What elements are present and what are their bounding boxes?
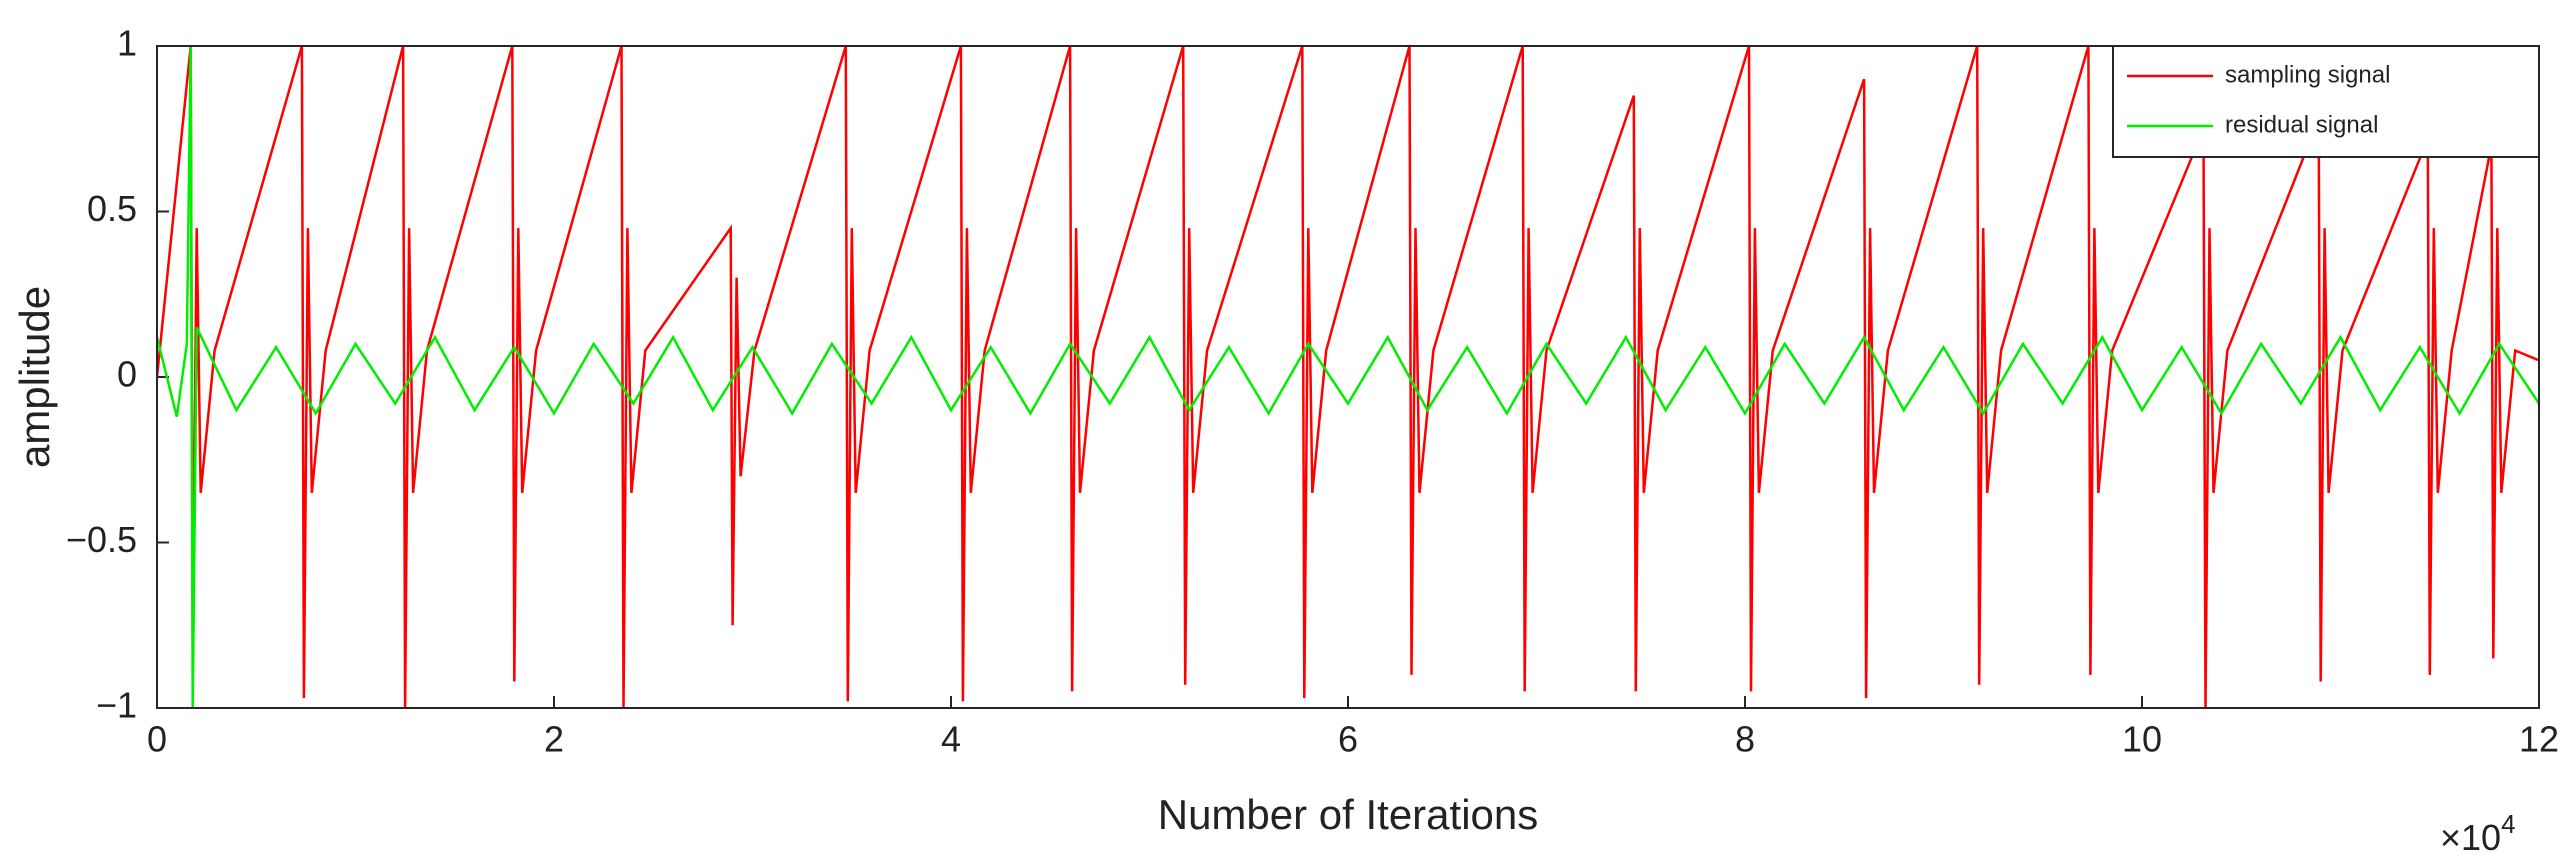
x-multiplier-base: ×10 (2440, 817, 2501, 858)
x-multiplier: ×104 (2440, 809, 2516, 858)
x-tick-label: 2 (544, 719, 564, 760)
x-axis-label: Number of Iterations (1158, 791, 1539, 838)
x-tick-label: 4 (941, 719, 961, 760)
legend-label: sampling signal (2225, 61, 2390, 88)
x-tick-label: 12 (2519, 719, 2559, 760)
y-tick-label: −1 (96, 685, 137, 726)
y-tick-label: 0 (117, 354, 137, 395)
y-tick-label: 0.5 (87, 188, 137, 229)
x-tick-label: 6 (1338, 719, 1358, 760)
legend-label: residual signal (2225, 111, 2378, 138)
x-tick-label: 8 (1735, 719, 1755, 760)
x-multiplier-exponent: 4 (2501, 809, 2515, 839)
plot-frame (156, 45, 2540, 709)
legend-box (2112, 45, 2540, 158)
series-line (157, 46, 2539, 708)
series-line (157, 46, 2539, 708)
y-tick-label: 1 (117, 23, 137, 64)
y-tick-label: −0.5 (66, 519, 137, 560)
x-tick-label: 10 (2122, 719, 2162, 760)
y-axis-label: amplitude (11, 286, 58, 468)
x-tick-label: 0 (147, 719, 167, 760)
